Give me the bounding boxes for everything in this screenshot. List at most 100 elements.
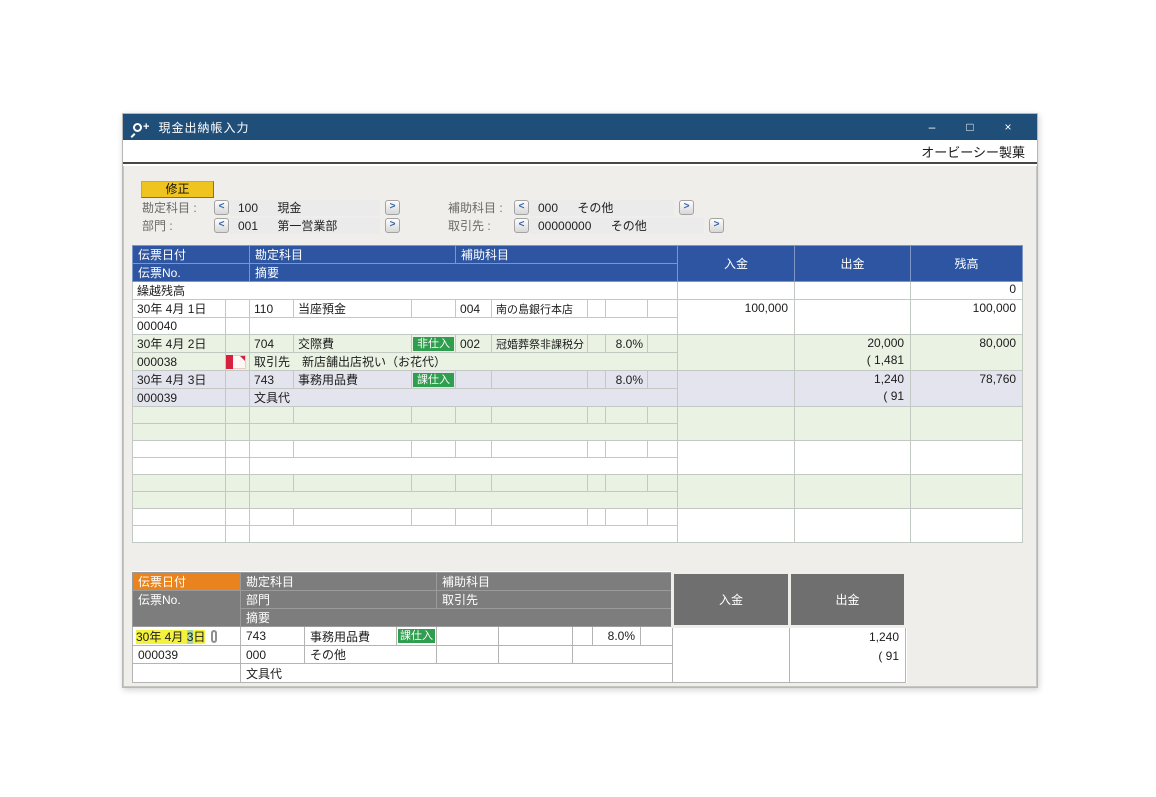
entry-account-code-field[interactable]: 743	[240, 626, 305, 646]
flag-cell[interactable]	[224, 370, 251, 389]
balance-cell[interactable]	[910, 474, 1024, 509]
grid-cell[interactable]	[587, 299, 607, 318]
slip-no-cell[interactable]	[132, 491, 226, 509]
account-name-cell[interactable]: 当座預金	[293, 299, 413, 318]
withdrawal-cell[interactable]	[794, 299, 912, 335]
grid-cell[interactable]	[639, 626, 674, 646]
sub-code-cell[interactable]	[455, 370, 493, 389]
grid-cell[interactable]	[605, 440, 649, 458]
department-next-button[interactable]: >	[385, 218, 400, 233]
account-field[interactable]: 100 現金	[230, 200, 380, 216]
entry-account-name-field[interactable]: 事務用品費	[304, 626, 397, 646]
grid-cell[interactable]	[571, 645, 674, 664]
withdrawal-cell[interactable]: 20,000( 1,481	[794, 334, 912, 371]
grid-cell[interactable]	[293, 474, 413, 492]
slip-no-cell[interactable]: 000038	[132, 352, 226, 371]
mode-button[interactable]: 修正	[141, 181, 214, 198]
withdrawal-cell[interactable]	[794, 406, 912, 441]
grid-cell[interactable]	[249, 440, 295, 458]
tax-rate-cell[interactable]: 8.0%	[605, 334, 649, 353]
entry-dept-name-field[interactable]: その他	[304, 645, 437, 664]
account-code-cell[interactable]: 704	[249, 334, 295, 353]
grid-cell[interactable]	[587, 440, 607, 458]
grid-cell[interactable]	[455, 406, 493, 424]
entry-tax-rate-field[interactable]: 8.0%	[592, 626, 641, 646]
deposit-cell[interactable]	[677, 508, 796, 543]
grid-cell[interactable]	[132, 663, 241, 683]
grid-cell[interactable]	[491, 406, 589, 424]
counterparty-field[interactable]: 00000000 その他	[530, 218, 704, 234]
account-code-cell[interactable]: 743	[249, 370, 295, 389]
flag-cell[interactable]	[224, 457, 251, 475]
date-cell[interactable]	[132, 440, 226, 458]
sub-code-cell[interactable]: 004	[455, 299, 493, 318]
grid-cell[interactable]	[293, 440, 413, 458]
summary-cell[interactable]	[249, 491, 679, 509]
grid-cell[interactable]	[249, 406, 295, 424]
deposit-cell[interactable]	[677, 474, 796, 509]
date-cell[interactable]: 30年 4月 1日	[132, 299, 226, 318]
grid-cell[interactable]	[411, 474, 457, 492]
entry-counterparty-code-field[interactable]	[436, 645, 499, 664]
grid-cell[interactable]	[249, 508, 295, 526]
account-code-cell[interactable]: 110	[249, 299, 295, 318]
tax-badge-cell[interactable]: 課仕入	[411, 370, 457, 389]
grid-cell[interactable]	[587, 370, 607, 389]
sub-name-cell[interactable]: 冠婚葬祭非課税分	[491, 334, 589, 353]
flag-cell[interactable]	[224, 423, 251, 441]
summary-cell[interactable]: 文具代	[249, 388, 679, 407]
department-field[interactable]: 001 第一営業部	[230, 218, 380, 234]
account-next-button[interactable]: >	[385, 200, 400, 215]
deposit-cell[interactable]	[677, 334, 796, 371]
flag-cell[interactable]	[224, 525, 251, 543]
entry-summary-field[interactable]: 文具代	[239, 663, 674, 683]
grid-cell[interactable]	[587, 508, 607, 526]
counterparty-prev-button[interactable]: <	[514, 218, 529, 233]
flag-cell[interactable]	[224, 334, 251, 353]
balance-cell[interactable]	[910, 406, 1024, 441]
slip-no-cell[interactable]	[132, 457, 226, 475]
note-marker-cell[interactable]	[224, 352, 251, 371]
grid-cell[interactable]	[605, 474, 649, 492]
summary-cell[interactable]	[249, 317, 679, 335]
summary-cell[interactable]: 取引先 新店舗出店祝い（お花代）	[249, 352, 679, 371]
grid-cell[interactable]	[455, 440, 493, 458]
entry-counterparty-name-field[interactable]	[498, 645, 573, 664]
grid-cell[interactable]	[647, 406, 679, 424]
grid-cell[interactable]	[491, 474, 589, 492]
account-prev-button[interactable]: <	[214, 200, 229, 215]
date-cell[interactable]: 30年 4月 3日	[132, 370, 226, 389]
summary-cell[interactable]	[249, 423, 679, 441]
grid-cell[interactable]	[647, 299, 679, 318]
date-cell[interactable]	[132, 406, 226, 424]
grid-cell[interactable]	[587, 474, 607, 492]
grid-cell[interactable]	[411, 508, 457, 526]
sub-name-cell[interactable]	[491, 370, 589, 389]
slip-no-cell[interactable]: 000040	[132, 317, 226, 335]
tax-badge-cell[interactable]	[411, 299, 457, 318]
entry-slip-no-field[interactable]: 000039	[132, 645, 241, 664]
balance-cell[interactable]: 78,760	[910, 370, 1024, 407]
withdrawal-cell[interactable]: 1,240( 91	[794, 370, 912, 407]
close-button[interactable]: ×	[1004, 120, 1012, 134]
tax-badge-cell[interactable]: 非仕入	[411, 334, 457, 353]
sub-name-cell[interactable]: 南の島銀行本店	[491, 299, 589, 318]
slip-no-cell[interactable]: 000039	[132, 388, 226, 407]
summary-cell[interactable]	[249, 457, 679, 475]
balance-cell[interactable]	[910, 508, 1024, 543]
grid-cell[interactable]	[647, 370, 679, 389]
summary-cell[interactable]	[249, 525, 679, 543]
slip-no-cell[interactable]	[132, 423, 226, 441]
sub-account-field[interactable]: 000 その他	[530, 200, 674, 216]
grid-cell[interactable]	[647, 334, 679, 353]
grid-cell[interactable]	[587, 406, 607, 424]
grid-cell[interactable]	[647, 474, 679, 492]
entry-date-field[interactable]: 30年 4月 3日	[132, 626, 241, 646]
grid-cell[interactable]	[293, 508, 413, 526]
entry-sub-name-field[interactable]	[498, 626, 573, 646]
grid-cell[interactable]	[491, 508, 589, 526]
balance-cell[interactable]: 100,000	[910, 299, 1024, 335]
grid-cell[interactable]	[605, 406, 649, 424]
entry-sub-code-field[interactable]	[436, 626, 499, 646]
grid-cell[interactable]	[647, 440, 679, 458]
